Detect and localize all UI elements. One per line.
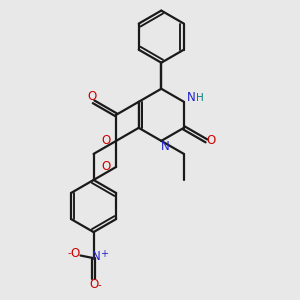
Text: N: N [187, 92, 196, 104]
Text: -: - [68, 248, 71, 258]
Text: O: O [206, 134, 216, 147]
Text: O: O [71, 247, 80, 260]
Text: +: + [100, 249, 109, 259]
Text: N: N [92, 250, 101, 263]
Text: O: O [89, 278, 98, 291]
Text: O: O [88, 90, 97, 103]
Text: H: H [196, 93, 204, 103]
Text: O: O [101, 134, 110, 147]
Text: O: O [101, 160, 110, 173]
Text: -: - [98, 280, 101, 290]
Text: N: N [161, 140, 170, 153]
